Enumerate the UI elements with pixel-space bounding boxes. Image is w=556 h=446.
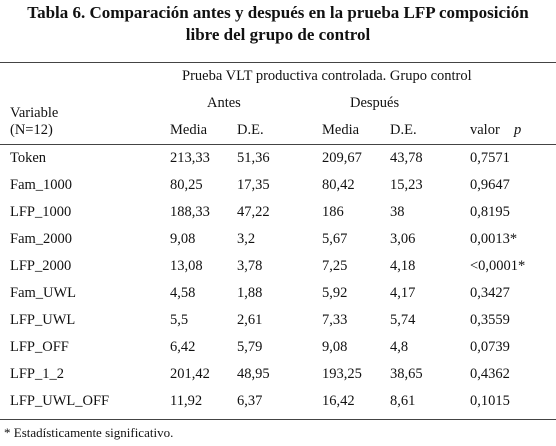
- title-line: libre del grupo de control: [185, 25, 371, 44]
- row-label: LFP_2000: [10, 258, 72, 274]
- variable-header: Variable: [10, 105, 59, 121]
- cell: 38,65: [390, 366, 423, 382]
- row-label: LFP_1_2: [10, 366, 64, 382]
- cell: 0,8195: [470, 204, 510, 220]
- cell: 4,8: [390, 339, 409, 355]
- top-rule: [0, 62, 556, 63]
- cell: 3,78: [237, 258, 263, 274]
- cell: 5,79: [237, 339, 263, 355]
- cell: 188,33: [170, 204, 210, 220]
- despues-header: Después: [350, 95, 400, 111]
- cell: 5,92: [322, 285, 348, 301]
- cell: 186: [322, 204, 344, 220]
- cell: 0,1015: [470, 393, 510, 409]
- cell: <0,0001*: [470, 258, 526, 274]
- cell: 11,92: [170, 393, 203, 409]
- footnote: * Estadísticamente significativo.: [4, 425, 174, 440]
- pvalue-header: valor: [470, 122, 500, 138]
- row-label: Fam_UWL: [10, 285, 77, 301]
- row-label: LFP_OFF: [10, 339, 69, 355]
- cell: 5,67: [322, 231, 348, 247]
- cell: 0,7571: [470, 150, 510, 166]
- cell: 1,88: [237, 285, 263, 301]
- cell: 2,61: [237, 312, 263, 328]
- pvalue-header-italic: p: [514, 122, 522, 138]
- cell: 9,08: [322, 339, 348, 355]
- cell: 7,33: [322, 312, 348, 328]
- cell: 6,42: [170, 339, 196, 355]
- cell: 3,2: [237, 231, 256, 247]
- cell: 0,9647: [470, 177, 510, 193]
- cell: 48,95: [237, 366, 270, 382]
- cell: 8,61: [390, 393, 416, 409]
- antes-header: Antes: [207, 95, 241, 111]
- cell: 0,3559: [470, 312, 510, 328]
- cell: 5,74: [390, 312, 416, 328]
- cell: 4,17: [390, 285, 416, 301]
- cell: 80,25: [170, 177, 203, 193]
- cell: 0,4362: [470, 366, 510, 382]
- cell: 15,23: [390, 177, 423, 193]
- row-label: LFP_UWL_OFF: [10, 393, 110, 409]
- column-header: D.E.: [237, 122, 264, 138]
- cell: 0,3427: [470, 285, 510, 301]
- variable-header: (N=12): [10, 122, 53, 138]
- cell: 201,42: [170, 366, 210, 382]
- cell: 7,25: [322, 258, 348, 274]
- column-header: Media: [322, 122, 360, 138]
- cell: 16,42: [322, 393, 355, 409]
- cell: 51,36: [237, 150, 270, 166]
- row-label: Fam_1000: [10, 177, 73, 193]
- cell: 193,25: [322, 366, 362, 382]
- cell: 43,78: [390, 150, 423, 166]
- cell: 0,0739: [470, 339, 510, 355]
- row-label: LFP_1000: [10, 204, 72, 220]
- column-header: Media: [170, 122, 208, 138]
- cell: 4,18: [390, 258, 416, 274]
- cell: 6,37: [237, 393, 263, 409]
- group-header: Prueba VLT productiva controlada. Grupo …: [182, 68, 472, 84]
- row-label: Token: [10, 150, 47, 166]
- cell: 47,22: [237, 204, 270, 220]
- cell: 3,06: [390, 231, 416, 247]
- cell: 5,5: [170, 312, 189, 328]
- cell: 9,08: [170, 231, 196, 247]
- bottom-rule: [0, 419, 556, 420]
- cell: 80,42: [322, 177, 355, 193]
- header-rule: [0, 144, 556, 145]
- row-label: LFP_UWL: [10, 312, 76, 328]
- cell: 17,35: [237, 177, 270, 193]
- cell: 213,33: [170, 150, 210, 166]
- cell: 209,67: [322, 150, 362, 166]
- row-label: Fam_2000: [10, 231, 73, 247]
- column-header: D.E.: [390, 122, 417, 138]
- cell: 13,08: [170, 258, 203, 274]
- cell: 38: [390, 204, 405, 220]
- cell: 4,58: [170, 285, 196, 301]
- title-line: Tabla 6. Comparación antes y después en …: [27, 3, 529, 22]
- cell: 0,0013*: [470, 231, 518, 247]
